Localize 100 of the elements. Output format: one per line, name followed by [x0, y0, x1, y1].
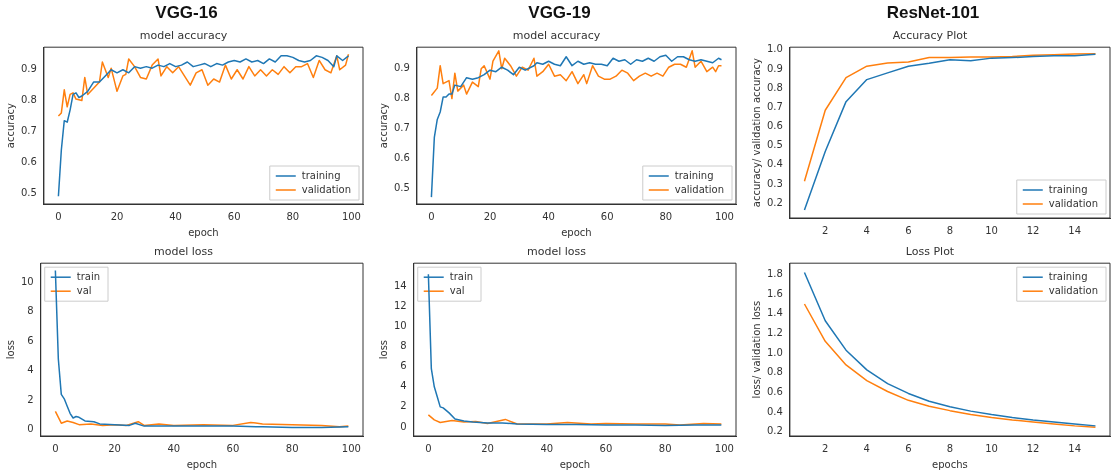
y-tick-label: 4	[400, 380, 407, 392]
y-tick-label: 1.6	[767, 287, 783, 299]
y-tick-label: 0.8	[767, 366, 783, 378]
x-tick-label: 12	[1026, 442, 1040, 454]
chart-subtitle: model accuracy	[512, 29, 601, 43]
x-tick-label: 60	[600, 210, 614, 222]
x-tick-label: 60	[599, 442, 613, 454]
x-axis-title: epochs	[932, 458, 968, 470]
y-tick-label: 12	[393, 299, 407, 311]
y-tick-label: 8	[27, 305, 34, 317]
x-tick-label: 100	[341, 442, 361, 454]
x-tick-label: 100	[341, 210, 361, 222]
chart-title: model loss	[154, 245, 214, 259]
x-tick-label: 2	[822, 224, 829, 236]
y-tick-label: 0.6	[21, 155, 37, 167]
y-tick-label: 1.0	[767, 346, 783, 358]
y-tick-label: 0.6	[394, 151, 410, 163]
y-axis-title: accuracy	[377, 102, 389, 149]
x-tick-label: 10	[985, 442, 998, 454]
legend-label: validation	[301, 183, 351, 195]
legend-label: val	[76, 284, 92, 296]
x-axis-title: epoch	[188, 226, 219, 238]
x-tick-label: 12	[1026, 224, 1040, 236]
y-tick-label: 6	[27, 334, 34, 346]
y-tick-label: 0.9	[767, 62, 783, 74]
x-tick-label: 0	[428, 210, 435, 222]
y-tick-label: 0	[400, 420, 407, 432]
chart-subtitle: Accuracy Plot	[892, 29, 968, 43]
legend-label: training	[1048, 270, 1088, 282]
legend-label: training	[674, 169, 714, 181]
x-tick-label: 60	[226, 442, 240, 454]
x-tick-label: 14	[1068, 442, 1082, 454]
y-tick-label: 10	[20, 275, 34, 287]
chart-title: VGG-19	[527, 2, 592, 24]
y-tick-label: 1.2	[767, 327, 783, 339]
x-axis-title: epoch	[561, 226, 592, 238]
x-tick-label: 4	[863, 442, 870, 454]
y-tick-label: 2	[27, 393, 34, 405]
x-tick-label: 80	[659, 210, 673, 222]
chart-title: VGG-16	[154, 2, 219, 24]
x-tick-label: 20	[483, 210, 497, 222]
legend-label: training	[1048, 183, 1088, 195]
y-tick-label: 0.6	[767, 120, 783, 132]
x-tick-label: 20	[110, 210, 124, 222]
y-tick-label: 1.8	[767, 268, 783, 280]
y-tick-label: 0.8	[21, 94, 37, 106]
chart-title: Loss Plot	[905, 245, 955, 259]
y-tick-label: 0.8	[394, 92, 410, 104]
y-tick-label: 6	[400, 360, 407, 372]
y-tick-label: 0.9	[21, 63, 37, 75]
y-axis-title: accuracy	[4, 102, 16, 149]
legend-label: val	[449, 284, 465, 296]
legend-label: train	[76, 270, 101, 282]
y-tick-label: 0.4	[767, 405, 783, 417]
legend-label: training	[301, 169, 341, 181]
y-axis-title: loss	[377, 339, 389, 360]
y-tick-label: 0.7	[21, 125, 37, 137]
y-axis-title: accuracy/ validation accuracy	[750, 57, 762, 208]
x-tick-label: 40	[542, 210, 555, 222]
y-tick-label: 4	[27, 364, 34, 376]
y-tick-label: 0.6	[767, 386, 783, 398]
y-tick-label: 0.5	[394, 181, 410, 193]
y-tick-label: 0.5	[21, 186, 37, 198]
legend-label: train	[449, 270, 474, 282]
legend-label: validation	[674, 183, 724, 195]
x-tick-label: 0	[52, 442, 59, 454]
y-tick-label: 8	[400, 340, 407, 352]
x-axis-title: epoch	[559, 458, 591, 470]
x-tick-label: 8	[946, 442, 954, 454]
chart-subtitle: model accuracy	[139, 29, 228, 43]
y-tick-label: 2	[400, 400, 407, 412]
x-tick-label: 14	[1068, 224, 1082, 236]
y-tick-label: 0.2	[767, 196, 783, 208]
x-tick-label: 100	[714, 210, 734, 222]
y-tick-label: 0.3	[767, 177, 783, 189]
x-tick-label: 10	[985, 224, 998, 236]
y-tick-label: 0.7	[394, 122, 410, 134]
y-tick-label: 14	[393, 279, 407, 291]
x-tick-label: 40	[540, 442, 554, 454]
x-tick-label: 6	[905, 224, 912, 236]
y-tick-label: 1.4	[767, 307, 783, 319]
y-tick-label: 0.8	[767, 81, 783, 93]
x-tick-label: 4	[863, 224, 870, 236]
y-tick-label: 0	[27, 423, 34, 435]
chart-title: ResNet-101	[885, 2, 981, 24]
chart-title: model loss	[527, 245, 587, 259]
y-tick-label: 0.2	[767, 425, 783, 437]
x-tick-label: 60	[227, 210, 241, 222]
x-tick-label: 40	[167, 442, 181, 454]
y-tick-label: 0.5	[767, 139, 783, 151]
legend-label: validation	[1048, 284, 1098, 296]
x-tick-label: 6	[905, 442, 912, 454]
y-tick-label: 0.4	[767, 158, 783, 170]
y-tick-label: 10	[393, 320, 407, 332]
x-tick-label: 20	[481, 442, 494, 454]
x-axis-title: epoch	[186, 458, 218, 470]
x-tick-label: 0	[425, 442, 432, 454]
y-tick-label: 0.7	[767, 100, 783, 112]
x-tick-label: 20	[108, 442, 121, 454]
x-tick-label: 80	[658, 442, 672, 454]
